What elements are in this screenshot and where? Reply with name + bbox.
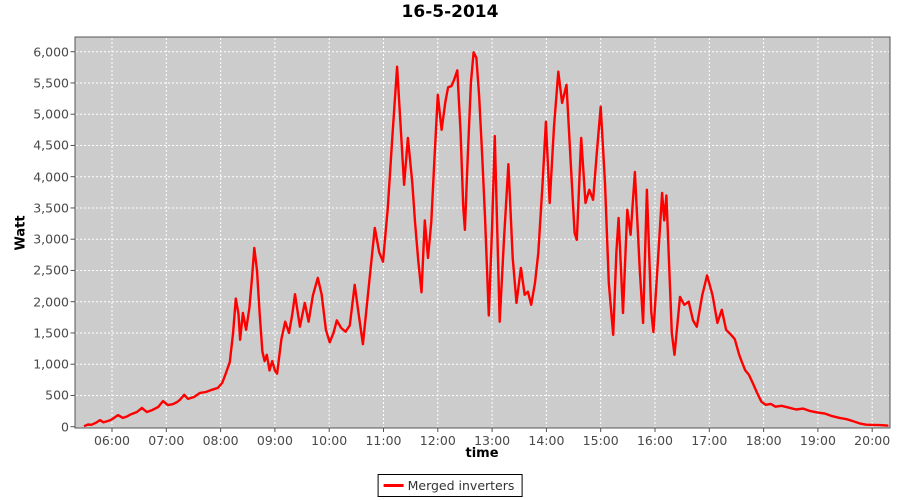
x-tick-label: 12:00 [419,433,456,448]
x-tick-label: 09:00 [256,433,293,448]
y-tick-label: 5,000 [33,106,69,122]
plot-background [74,36,891,429]
legend: Merged inverters [377,474,523,497]
plot-area [70,36,891,432]
x-tick-label: 14:00 [528,433,565,448]
x-tick-label: 07:00 [148,433,185,448]
y-tick-label: 3,000 [33,231,69,247]
x-tick-label: 15:00 [582,433,619,448]
y-tick-label: 0 [61,419,69,435]
x-tick-label: 11:00 [365,433,402,448]
x-tick-label: 18:00 [745,433,782,448]
x-tick-label: 06:00 [93,433,131,448]
y-tick-label: 2,500 [33,262,69,278]
y-axis-title: Watt [13,215,29,251]
x-tick-label: 20:00 [854,433,891,448]
x-tick-label: 16:00 [636,433,674,448]
x-tick-label: 13:00 [474,433,511,448]
legend-label: Merged inverters [407,478,515,493]
x-tick-label: 10:00 [311,433,348,448]
x-tick-label: 08:00 [202,433,239,448]
x-tick-label: 17:00 [691,433,728,448]
y-tick-label: 5,500 [33,75,69,91]
y-tick-label: 3,500 [33,200,69,216]
y-tick-label: 500 [45,387,69,403]
x-axis-title: time [465,446,499,461]
y-tick-label: 4,500 [33,137,69,153]
series-line-merged-inverters [83,51,889,427]
y-tick-label: 2,000 [33,294,69,310]
x-tick-label: 19:00 [799,433,836,448]
y-tick-label: 6,000 [33,44,69,60]
y-tick-label: 1,500 [33,325,69,341]
legend-line-swatch [383,484,404,487]
y-tick-label: 1,000 [33,356,69,372]
chart-title: 16-5-2014 [401,2,499,22]
y-tick-label: 4,000 [33,169,69,185]
